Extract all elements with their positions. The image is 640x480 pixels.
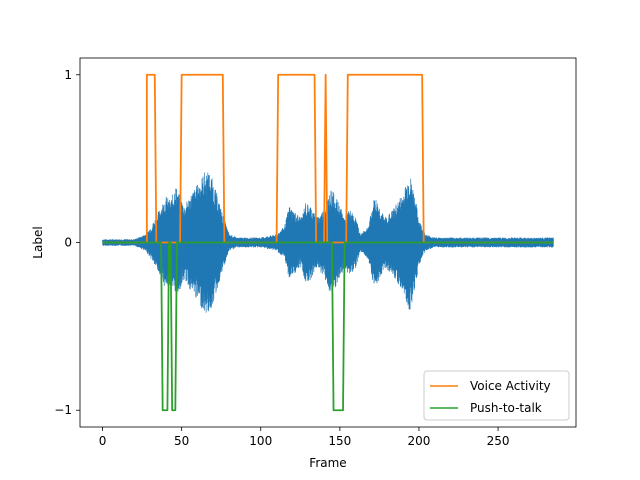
x-tick-label: 200	[408, 434, 431, 448]
series-line-push-to-talk	[102, 241, 554, 412]
series-line-voice-activity	[102, 73, 554, 244]
y-tick-label: −1	[54, 403, 72, 417]
y-tick-label: 0	[64, 236, 72, 250]
legend: Voice Activity Push-to-talk	[423, 370, 570, 421]
x-axis: 0 50 100 150 200 250	[99, 427, 510, 448]
legend-label-push-to-talk: Push-to-talk	[470, 401, 542, 415]
x-tick-label: 250	[487, 434, 510, 448]
plot-area	[102, 73, 554, 412]
x-axis-label: Frame	[309, 456, 346, 470]
x-tick-label: 0	[99, 434, 107, 448]
legend-label-voice-activity: Voice Activity	[470, 379, 551, 393]
legend-box	[423, 370, 570, 421]
y-axis: −1 0 1	[54, 68, 80, 417]
y-tick-label: 1	[64, 68, 72, 82]
x-tick-label: 50	[174, 434, 189, 448]
x-tick-label: 150	[328, 434, 351, 448]
y-axis-label: Label	[31, 226, 45, 258]
x-tick-label: 100	[249, 434, 272, 448]
